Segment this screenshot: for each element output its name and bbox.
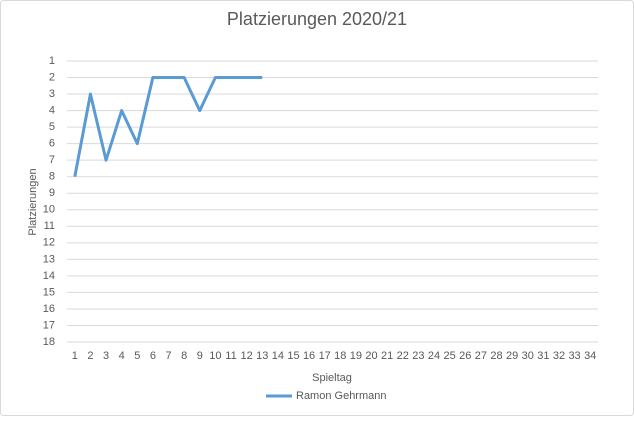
x-tick-label: 8 xyxy=(181,350,187,362)
x-axis-label: Spieltag xyxy=(312,372,352,384)
x-tick-label: 6 xyxy=(150,350,156,362)
y-tick-label: 8 xyxy=(49,171,55,183)
y-axis-label: Platzierungen xyxy=(27,168,39,235)
x-tick-label: 20 xyxy=(365,350,377,362)
y-tick-label: 4 xyxy=(49,104,55,116)
y-tick-label: 2 xyxy=(49,71,55,83)
x-tick-label: 25 xyxy=(444,350,456,362)
x-tick-label: 13 xyxy=(256,350,268,362)
y-tick-label: 6 xyxy=(49,138,55,150)
x-tick-label: 9 xyxy=(197,350,203,362)
y-tick-label: 11 xyxy=(44,220,55,232)
y-tick-label: 12 xyxy=(43,237,55,249)
y-tick-label: 5 xyxy=(49,121,55,133)
x-tick-label: 18 xyxy=(334,350,346,362)
x-tick-label: 33 xyxy=(568,350,580,362)
x-tick-label: 22 xyxy=(397,350,409,362)
x-tick-label: 7 xyxy=(165,350,171,362)
x-tick-label: 26 xyxy=(459,350,471,362)
x-tick-label: 16 xyxy=(303,350,315,362)
y-tick-label: 17 xyxy=(43,319,55,331)
x-tick-label: 23 xyxy=(412,350,424,362)
y-tick-label: 15 xyxy=(43,286,55,298)
x-tick-label: 11 xyxy=(225,350,236,362)
y-tick-label: 14 xyxy=(43,270,55,282)
x-tick-label: 2 xyxy=(87,350,93,362)
series-line xyxy=(73,76,263,177)
x-tick-label: 15 xyxy=(287,350,299,362)
x-tick-label: 1 xyxy=(72,350,78,362)
x-tick-label: 32 xyxy=(553,350,565,362)
x-tick-label: 21 xyxy=(381,350,393,362)
y-tick-label: 18 xyxy=(43,336,55,348)
x-tick-label: 31 xyxy=(537,350,549,362)
x-tick-label: 30 xyxy=(522,350,534,362)
x-tick-label: 17 xyxy=(319,350,331,362)
x-tick-label: 5 xyxy=(134,350,140,362)
x-tick-label: 10 xyxy=(209,350,221,362)
y-tick-label: 13 xyxy=(43,253,55,265)
y-tick-label: 16 xyxy=(43,303,55,315)
x-tick-label: 3 xyxy=(103,350,109,362)
x-tick-label: 34 xyxy=(584,350,596,362)
x-tick-label: 12 xyxy=(240,350,252,362)
y-tick-label: 3 xyxy=(49,88,55,100)
y-tick-label: 9 xyxy=(49,187,55,199)
x-tick-label: 29 xyxy=(506,350,518,362)
x-tick-label: 19 xyxy=(350,350,362,362)
x-tick-label: 4 xyxy=(119,350,125,362)
x-tick-label: 28 xyxy=(490,350,502,362)
legend-label: Ramon Gehrmann xyxy=(296,390,387,402)
y-tick-label: 7 xyxy=(49,154,55,166)
x-tick-label: 14 xyxy=(272,350,284,362)
y-tick-label: 10 xyxy=(43,204,55,216)
y-tick-label: 1 xyxy=(49,55,55,67)
x-tick-label: 24 xyxy=(428,350,440,362)
x-tick-label: 27 xyxy=(475,350,487,362)
chart-title: Platzierungen 2020/21 xyxy=(227,9,407,29)
